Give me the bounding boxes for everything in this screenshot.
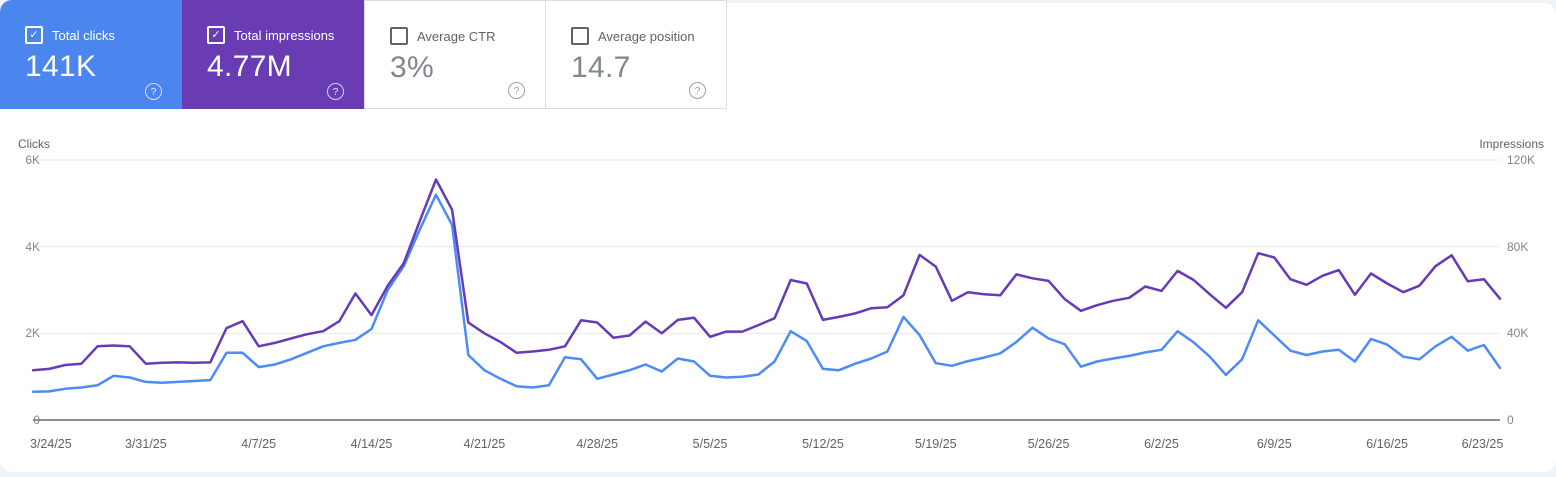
help-icon[interactable]: ?: [689, 82, 706, 99]
card-header: Average CTR: [390, 27, 496, 45]
clicks-axis-tick: 0: [33, 413, 40, 427]
date-axis-tick: 6/16/25: [1366, 437, 1408, 451]
date-axis-tick: 5/12/25: [802, 437, 844, 451]
help-icon[interactable]: ?: [508, 82, 525, 99]
total-impressions-checkbox[interactable]: ✓: [207, 26, 225, 44]
date-axis-tick: 4/21/25: [463, 437, 506, 451]
clicks-line-series[interactable]: [31, 193, 1502, 394]
impressions-axis-tick: 80K: [1507, 239, 1529, 254]
total-impressions-card[interactable]: ✓ Total impressions 4.77M ?: [182, 0, 364, 109]
clicks-axis-tick: 6K: [25, 153, 40, 167]
impressions-axis-tick: 120K: [1507, 153, 1536, 167]
total-clicks-card[interactable]: ✓ Total clicks 141K ?: [0, 0, 182, 109]
average-position-checkbox[interactable]: [571, 27, 589, 45]
total-clicks-checkbox[interactable]: ✓: [25, 26, 43, 44]
date-axis-tick: 4/28/25: [576, 437, 619, 451]
clicks-axis-tick: 4K: [25, 239, 40, 254]
average-ctr-checkbox[interactable]: [390, 27, 408, 45]
date-axis-tick: 4/7/25: [241, 437, 277, 451]
date-axis-tick: 6/9/25: [1256, 437, 1292, 451]
help-icon[interactable]: ?: [327, 83, 344, 100]
total-impressions-value: 4.77M: [207, 50, 292, 83]
impressions-axis-tick: 0: [1507, 413, 1514, 427]
total-clicks-value: 141K: [25, 50, 97, 83]
date-axis-tick: 3/24/25: [30, 437, 72, 451]
card-header: Average position: [571, 27, 695, 45]
average-position-card[interactable]: Average position 14.7 ?: [545, 0, 727, 109]
card-header: ✓ Total clicks: [25, 26, 115, 44]
average-ctr-label: Average CTR: [417, 28, 496, 44]
impressions-axis-tick: 40K: [1507, 326, 1529, 341]
impressions-line-series[interactable]: [31, 178, 1502, 372]
average-ctr-value: 3%: [390, 51, 434, 84]
average-position-label: Average position: [598, 28, 695, 44]
average-position-value: 14.7: [571, 51, 631, 84]
metric-cards-row: ✓ Total clicks 141K ? ✓ Total impression…: [0, 0, 727, 109]
date-axis-tick: 6/23/25: [1461, 437, 1504, 451]
impressions-axis-title: Impressions: [1479, 137, 1544, 151]
clicks-axis-title: Clicks: [18, 137, 50, 151]
date-axis-tick: 5/19/25: [914, 437, 957, 451]
date-axis-tick: 4/14/25: [350, 437, 393, 451]
date-axis-tick: 6/2/25: [1144, 437, 1179, 451]
total-clicks-label: Total clicks: [52, 27, 115, 43]
average-ctr-card[interactable]: Average CTR 3% ?: [364, 0, 546, 109]
date-axis-tick: 5/5/25: [692, 437, 728, 451]
date-axis-tick: 5/26/25: [1027, 437, 1070, 451]
help-icon[interactable]: ?: [145, 83, 162, 100]
total-impressions-label: Total impressions: [234, 27, 335, 43]
card-header: ✓ Total impressions: [207, 26, 334, 44]
clicks-axis-tick: 2K: [25, 326, 40, 341]
date-axis-tick: 3/31/25: [124, 437, 167, 451]
